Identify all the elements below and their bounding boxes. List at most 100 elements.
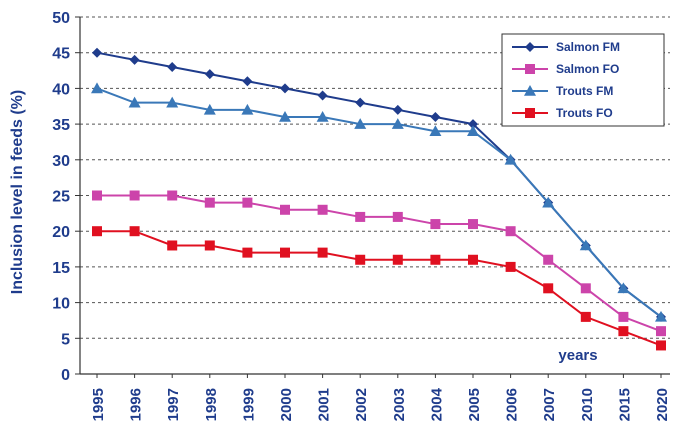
- legend-item-salmon-fm: Salmon FM: [512, 40, 620, 54]
- y-tick-label: 0: [61, 367, 70, 384]
- data-point-trouts-fo: [280, 247, 290, 258]
- y-axis-label: Inclusion level in feeds (%): [9, 90, 26, 295]
- legend: Salmon FM Salmon FO Trouts FM Trouts FO: [501, 33, 665, 127]
- x-tick-label: 1995: [90, 388, 107, 421]
- legend-label-trouts-fm: Trouts FM: [556, 84, 613, 98]
- x-tick-label: 1999: [240, 388, 257, 421]
- y-tick-label: 15: [52, 260, 70, 277]
- series-trouts-fm: [91, 82, 667, 322]
- data-point-trouts-fo: [129, 226, 140, 237]
- axes: [75, 16, 670, 378]
- data-point-trouts-fo: [167, 240, 178, 251]
- data-point-trouts-fo: [317, 247, 328, 258]
- data-point-trouts-fo: [468, 254, 478, 265]
- legend-label-salmon-fo: Salmon FO: [556, 62, 619, 76]
- data-point-salmon-fo: [505, 226, 516, 237]
- y-tick-label: 20: [52, 224, 70, 241]
- data-point-trouts-fo: [355, 254, 366, 265]
- legend-item-trouts-fm: Trouts FM: [512, 84, 613, 98]
- x-tick-labels: 1995 1996 1997 1998 1999 2000 2001 2002 2003 2004…: [90, 387, 671, 421]
- y-tick-label: 30: [52, 153, 70, 170]
- data-point-trouts-fo: [204, 240, 215, 251]
- data-point-trouts-fm: [504, 153, 517, 165]
- data-point-salmon-fm: [242, 76, 253, 87]
- data-point-salmon-fo: [317, 204, 328, 215]
- series-group: [91, 47, 667, 351]
- x-tick-label: 2001: [316, 388, 333, 421]
- y-tick-label: 40: [52, 81, 70, 98]
- data-point-trouts-fm: [354, 118, 367, 129]
- legend-marker-trouts-fm: [524, 85, 536, 96]
- legend-marker-trouts-fo: [525, 108, 535, 118]
- series-salmon-fo: [92, 190, 666, 337]
- data-point-trouts-fm: [579, 239, 592, 251]
- series-line-salmon-fo: [97, 194, 662, 333]
- data-point-salmon-fo: [204, 197, 215, 208]
- data-point-trouts-fo: [656, 340, 666, 351]
- data-point-salmon-fo: [355, 211, 366, 222]
- data-point-salmon-fo: [167, 190, 178, 201]
- x-tick-label: 2004: [428, 387, 445, 421]
- x-tick-label: 2003: [391, 388, 408, 421]
- data-point-trouts-fm: [542, 196, 555, 208]
- series-line-trouts-fo: [97, 230, 662, 347]
- x-tick-label: 2020: [654, 388, 671, 421]
- data-point-salmon-fm: [280, 83, 290, 94]
- x-tick-label: 2006: [504, 388, 521, 421]
- y-tick-labels: 0 5 10 15 20 25 30 35 40 45 50: [52, 10, 70, 384]
- data-point-trouts-fm: [279, 110, 291, 122]
- data-point-trouts-fo: [543, 283, 554, 294]
- legend-marker-salmon-fo: [525, 64, 535, 74]
- y-tick-label: 10: [52, 296, 70, 313]
- legend-label-salmon-fm: Salmon FM: [556, 40, 620, 54]
- data-point-salmon-fm: [317, 90, 328, 101]
- data-point-salmon-fm: [129, 54, 140, 65]
- data-point-trouts-fm: [316, 110, 329, 122]
- data-point-salmon-fo: [280, 204, 290, 215]
- data-point-trouts-fo: [92, 226, 102, 237]
- data-point-trouts-fo: [618, 326, 629, 337]
- data-point-trouts-fo: [505, 261, 516, 272]
- data-point-salmon-fo: [580, 283, 591, 294]
- series-line-trouts-fm: [96, 87, 662, 318]
- data-point-salmon-fo: [129, 190, 140, 201]
- data-point-trouts-fm: [241, 103, 254, 115]
- data-point-salmon-fo: [92, 190, 102, 201]
- data-point-salmon-fm: [468, 119, 478, 130]
- x-tick-label: 2007: [541, 388, 558, 421]
- y-tick-label: 25: [52, 189, 70, 206]
- x-tick-label: 2002: [353, 388, 370, 421]
- x-tick-label: 1998: [203, 388, 220, 421]
- data-point-salmon-fm: [92, 47, 102, 58]
- x-tick-label: 2000: [278, 388, 295, 421]
- data-point-salmon-fo: [468, 219, 478, 230]
- data-point-salmon-fm: [204, 69, 215, 80]
- data-point-trouts-fm: [128, 96, 141, 108]
- data-point-salmon-fm: [355, 97, 366, 108]
- data-point-trouts-fm: [429, 125, 442, 137]
- data-point-salmon-fo: [392, 211, 403, 222]
- legend-item-trouts-fo: Trouts FO: [512, 106, 613, 120]
- data-point-salmon-fm: [430, 111, 441, 122]
- data-point-trouts-fo: [392, 254, 403, 265]
- legend-label-trouts-fo: Trouts FO: [556, 106, 613, 120]
- data-point-trouts-fm: [166, 96, 179, 108]
- data-point-salmon-fm: [392, 104, 403, 115]
- data-point-salmon-fo: [430, 219, 441, 230]
- x-tick-label: 1997: [165, 388, 182, 421]
- y-tick-label: 50: [52, 10, 70, 27]
- data-point-salmon-fo: [543, 254, 554, 265]
- data-point-trouts-fm: [391, 118, 404, 129]
- x-tick-label: 1996: [128, 388, 145, 421]
- legend-item-salmon-fo: Salmon FO: [512, 62, 619, 76]
- data-point-trouts-fm: [203, 103, 216, 115]
- legend-marker-salmon-fm: [525, 42, 535, 52]
- data-point-trouts-fm: [91, 82, 103, 94]
- data-point-trouts-fm: [467, 125, 479, 137]
- data-point-trouts-fo: [580, 311, 591, 322]
- data-point-salmon-fo: [242, 197, 253, 208]
- data-point-trouts-fo: [430, 254, 441, 265]
- x-tick-label: 2010: [579, 388, 596, 421]
- y-tick-label: 45: [52, 46, 70, 63]
